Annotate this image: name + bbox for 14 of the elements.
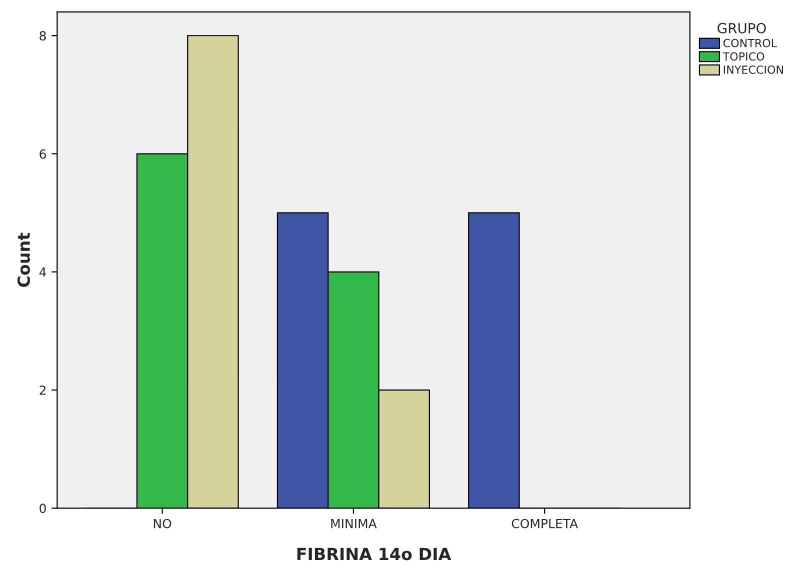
x-tick-label: COMPLETA [512, 518, 578, 528]
legend-title: GRUPO [718, 22, 766, 34]
y-tick-label: 8 [40, 31, 46, 41]
y-axis-title: Count [17, 232, 30, 287]
y-tick-label: 2 [40, 386, 46, 395]
legend-label: TOPICO [722, 52, 764, 61]
x-axis-title: FIBRINA 14o DIA [297, 548, 452, 560]
y-tick-label: 4 [39, 268, 46, 277]
legend-label: INYECCION [724, 66, 783, 74]
y-tick-label: 0 [40, 504, 46, 514]
legend-label: CONTROL [723, 38, 777, 48]
x-tick-label: MINIMA [331, 518, 377, 528]
x-tick-label: NO [154, 518, 172, 528]
y-tick-label: 6 [40, 149, 46, 159]
